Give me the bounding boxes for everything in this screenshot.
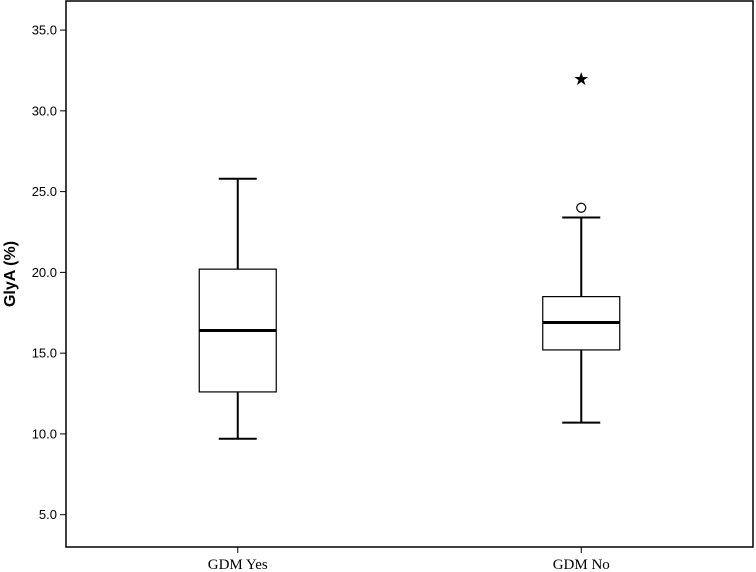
extreme-point: ★	[573, 69, 589, 90]
plot-frame	[65, 0, 754, 548]
x-tick-label: GDM Yes	[208, 557, 268, 572]
y-tick-label: 35.0	[32, 23, 57, 38]
y-tick-label: 10.0	[32, 426, 57, 441]
box-group	[198, 177, 277, 440]
y-tick-label: 5.0	[39, 507, 57, 522]
y-tick-label: 30.0	[32, 103, 57, 118]
box-group: ★	[542, 69, 621, 424]
y-axis: 5.0 10.0 15.0 20.0 25.0 30.0 35.0	[32, 23, 66, 522]
y-tick-label: 20.0	[32, 265, 57, 280]
x-axis: GDM Yes GDM No	[208, 547, 610, 572]
x-tick-label: GDM No	[553, 557, 610, 572]
outlier-point	[576, 202, 587, 213]
y-axis-title: GlyA (%)	[2, 241, 19, 307]
y-tick-label: 15.0	[32, 346, 57, 361]
y-tick-label: 25.0	[32, 184, 57, 199]
boxes: ★	[198, 69, 621, 440]
